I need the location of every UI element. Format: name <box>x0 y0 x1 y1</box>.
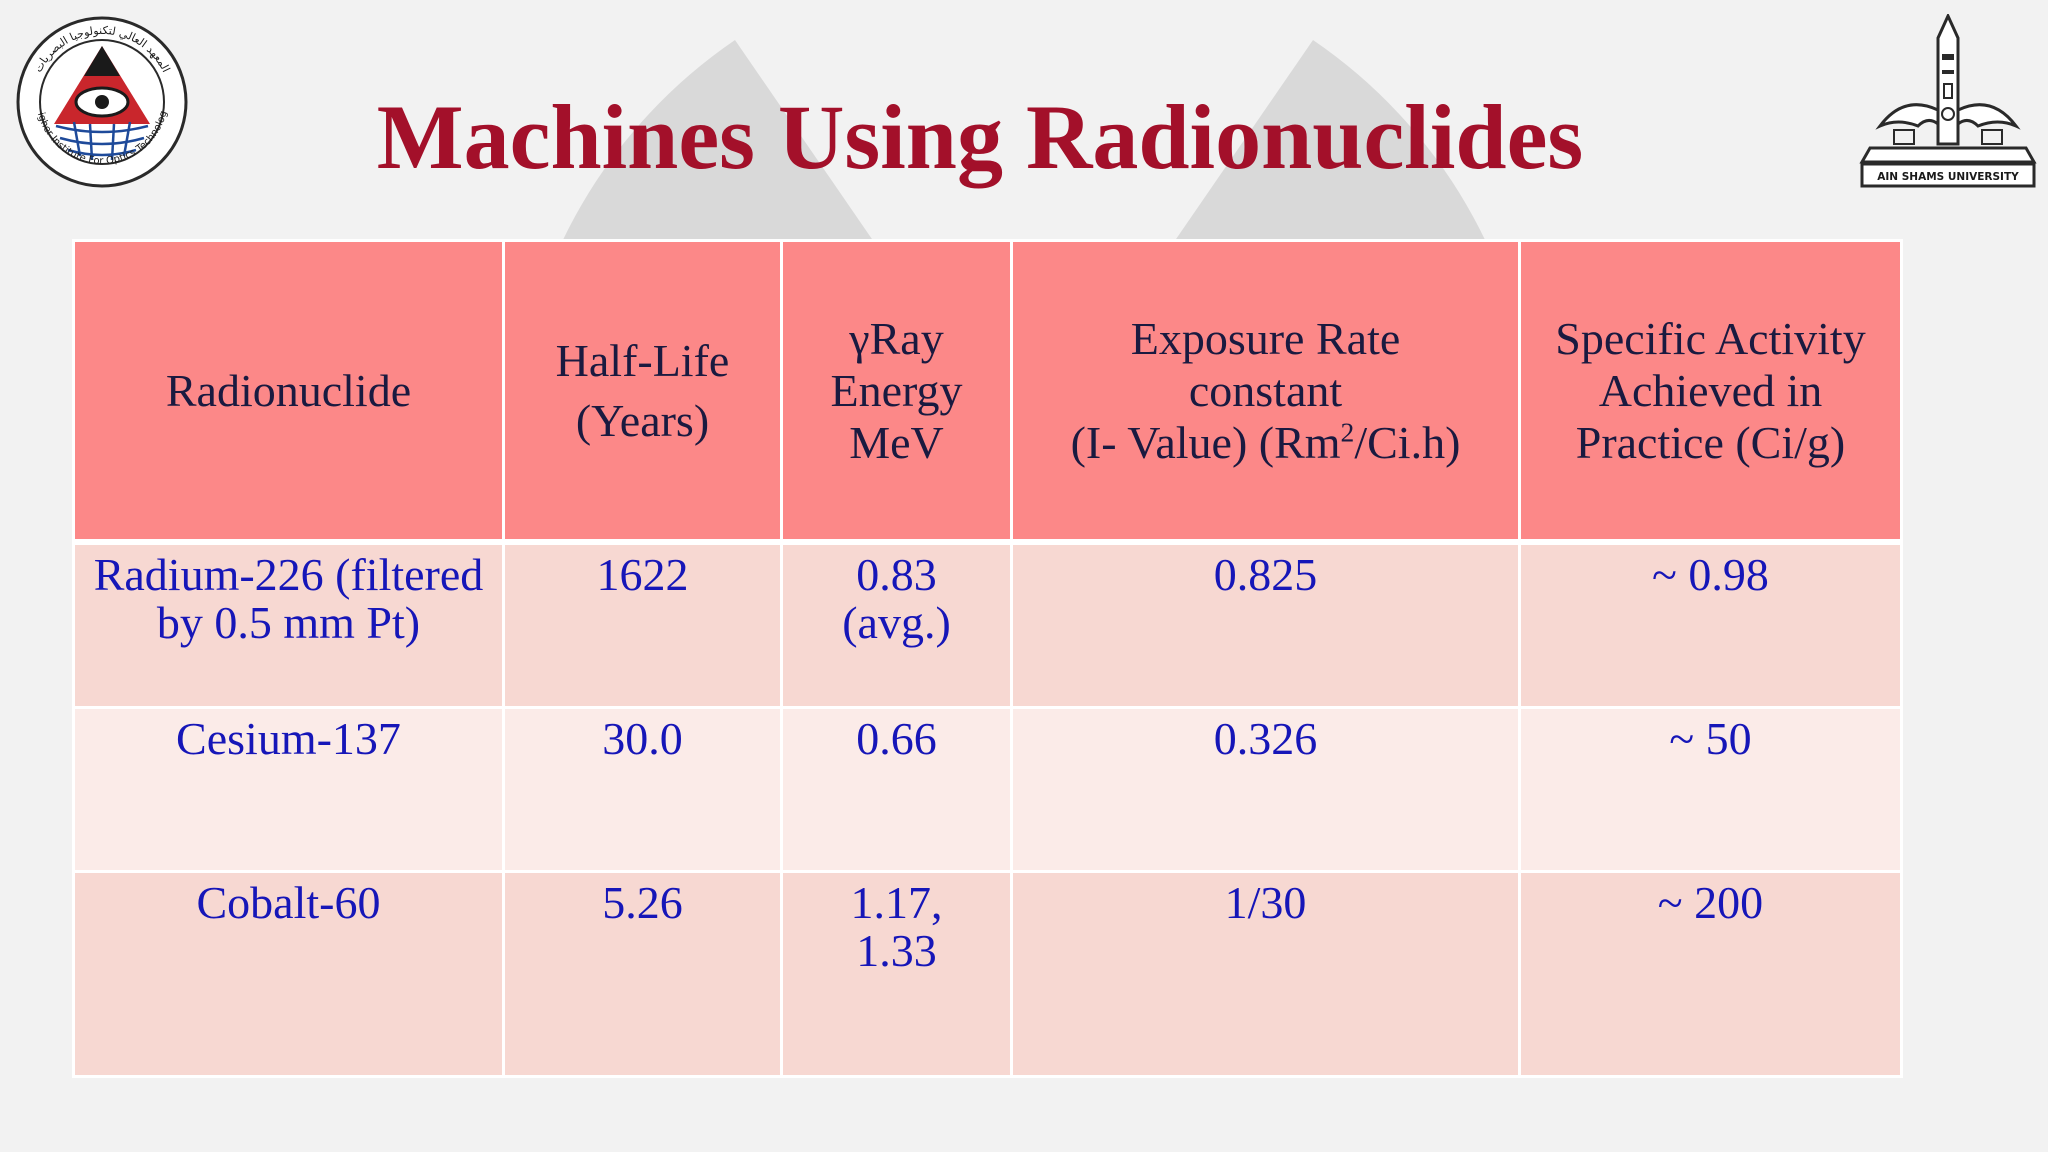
table-row: Cobalt-60 5.26 1.17, 1.33 1/30 ~ 200 <box>72 870 1903 1078</box>
table-row: Radium-226 (filtered by 0.5 mm Pt) 1622 … <box>72 540 1903 709</box>
header-exposure-rate: Exposure Rate constant (I- Value) (Rm2/C… <box>1010 239 1521 544</box>
cell-exposure-rate: 0.825 <box>1010 540 1521 709</box>
cell-half-life: 5.26 <box>502 870 783 1078</box>
cell-gamma-energy: 1.17, 1.33 <box>780 870 1013 1078</box>
institute-logo: المعهد العالي لتكنولوجيا البصريات Higher… <box>14 14 188 188</box>
cell-exposure-rate: 0.326 <box>1010 706 1521 873</box>
cell-specific-activity: ~ 0.98 <box>1518 540 1903 709</box>
header-gamma-energy: γRay Energy MeV <box>780 239 1013 544</box>
cell-specific-activity: ~ 200 <box>1518 870 1903 1078</box>
cell-radionuclide: Cobalt-60 <box>72 870 505 1078</box>
svg-text:AIN SHAMS UNIVERSITY: AIN SHAMS UNIVERSITY <box>1877 171 2019 183</box>
cell-gamma-energy: 0.83 (avg.) <box>780 540 1013 709</box>
table-row: Cesium-137 30.0 0.66 0.326 ~ 50 <box>72 706 1903 873</box>
table-header-row: Radionuclide Half-Life (Years) γRay Ener… <box>72 239 1903 544</box>
header-half-life: Half-Life (Years) <box>502 239 783 544</box>
cell-radionuclide: Radium-226 (filtered by 0.5 mm Pt) <box>72 540 505 709</box>
radionuclide-table: Radionuclide Half-Life (Years) γRay Ener… <box>72 239 1903 1078</box>
header-specific-activity: Specific Activity Achieved in Practice (… <box>1518 239 1903 544</box>
cell-half-life: 1622 <box>502 540 783 709</box>
cell-specific-activity: ~ 50 <box>1518 706 1903 873</box>
cell-half-life: 30.0 <box>502 706 783 873</box>
university-logo: AIN SHAMS UNIVERSITY <box>1859 14 2037 188</box>
cell-exposure-rate: 1/30 <box>1010 870 1521 1078</box>
header-radionuclide: Radionuclide <box>72 239 505 544</box>
slide-title: Machines Using Radionuclides <box>376 86 1584 188</box>
cell-gamma-energy: 0.66 <box>780 706 1013 873</box>
cell-radionuclide: Cesium-137 <box>72 706 505 873</box>
